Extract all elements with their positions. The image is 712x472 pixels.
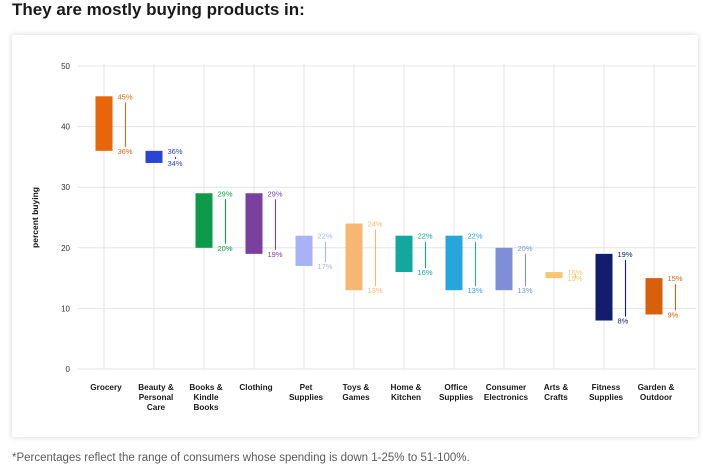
range-bar [145, 150, 163, 163]
category-label: Arts & Crafts [544, 383, 569, 402]
high-value-label: 19% [618, 250, 633, 259]
low-value-label: 13% [518, 286, 533, 295]
category-label: Garden & Outdoor [638, 383, 675, 402]
high-value-label: 22% [468, 232, 483, 241]
range-bar [95, 96, 113, 151]
high-value-label: 29% [268, 189, 283, 198]
category-label: Fitness Supplies [589, 383, 624, 402]
category-label: Clothing [239, 383, 272, 392]
y-tick-label: 50 [61, 62, 70, 71]
y-axis-label: percent buying [30, 187, 40, 248]
y-tick-label: 10 [61, 304, 70, 313]
high-value-label: 15% [668, 274, 683, 283]
low-value-label: 36% [118, 147, 133, 156]
low-value-label: 15% [568, 274, 583, 283]
low-value-label: 19% [268, 250, 283, 259]
chart-heading: They are mostly buying products in: [12, 0, 305, 19]
category-label: Beauty & Personal Care [138, 383, 174, 412]
range-bar [645, 278, 663, 315]
range-bar [395, 235, 413, 273]
low-value-label: 16% [418, 268, 433, 277]
low-value-label: 34% [168, 159, 183, 168]
high-value-label: 24% [368, 220, 383, 229]
category-label: Home & Kitchen [391, 383, 422, 402]
high-value-label: 20% [518, 244, 533, 253]
category-label: Consumer Electronics [484, 383, 529, 402]
y-tick-label: 0 [66, 365, 71, 374]
category-label: Toys & Games [342, 383, 370, 402]
category-label: Office Supplies [439, 383, 474, 402]
high-value-label: 29% [218, 189, 233, 198]
low-value-label: 13% [468, 286, 483, 295]
range-bar [445, 235, 463, 291]
high-value-label: 22% [418, 232, 433, 241]
category-label: Books & Kindle Books [189, 383, 222, 412]
category-label: Grocery [90, 383, 122, 392]
high-value-label: 45% [118, 92, 133, 101]
low-value-label: 13% [368, 286, 383, 295]
range-bar [245, 193, 263, 254]
low-value-label: 17% [318, 262, 333, 271]
range-bar [295, 235, 313, 266]
range-chart: 0 10 20 30 40 50 percent buying 45% 36% Grocery 36… [30, 62, 696, 412]
chart-card: 0 10 20 30 40 50 percent buying 45% 36% Grocery 36… [12, 35, 698, 437]
low-value-label: 9% [668, 310, 679, 319]
category-label: Pet Supplies [289, 383, 324, 402]
high-value-label: 16% [568, 268, 583, 277]
high-value-label: 36% [168, 147, 183, 156]
range-bar [495, 247, 513, 291]
range-bar [595, 253, 613, 321]
range-bar [345, 223, 363, 291]
low-value-label: 20% [218, 244, 233, 253]
low-value-label: 8% [618, 317, 629, 326]
y-tick-label: 20 [61, 244, 70, 253]
high-value-label: 22% [318, 232, 333, 241]
range-bar [195, 193, 213, 248]
footnote: *Percentages reflect the range of consum… [12, 452, 470, 464]
y-tick-label: 40 [61, 123, 70, 132]
y-tick-label: 30 [61, 183, 70, 192]
range-bar [545, 272, 563, 279]
